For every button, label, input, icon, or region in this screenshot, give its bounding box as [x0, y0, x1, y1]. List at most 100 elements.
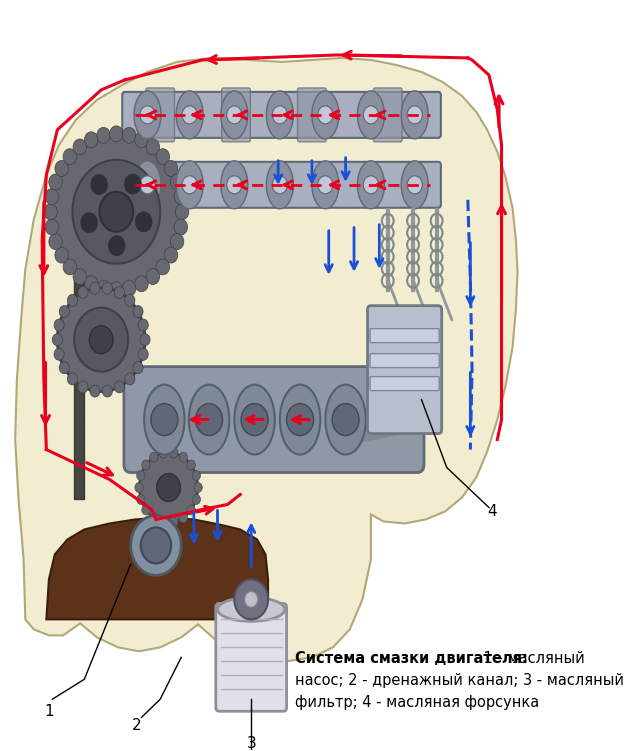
Circle shape: [159, 517, 167, 527]
Circle shape: [170, 234, 184, 249]
Circle shape: [109, 282, 123, 297]
Circle shape: [174, 189, 187, 204]
Circle shape: [179, 513, 187, 523]
Circle shape: [59, 362, 70, 374]
Circle shape: [138, 319, 148, 331]
Circle shape: [49, 174, 62, 190]
Circle shape: [108, 236, 125, 256]
Text: Система смазки двигателя:: Система смазки двигателя:: [295, 651, 528, 666]
Circle shape: [287, 403, 314, 436]
Text: 2: 2: [132, 718, 142, 733]
Circle shape: [149, 513, 158, 523]
Circle shape: [68, 373, 77, 385]
Circle shape: [156, 259, 169, 275]
Circle shape: [170, 174, 184, 190]
Circle shape: [97, 280, 110, 296]
Circle shape: [84, 276, 98, 291]
Circle shape: [80, 213, 98, 233]
Circle shape: [317, 106, 333, 124]
Circle shape: [187, 505, 195, 515]
Circle shape: [131, 515, 181, 575]
Circle shape: [44, 204, 57, 220]
FancyBboxPatch shape: [122, 92, 441, 138]
Ellipse shape: [176, 91, 203, 139]
Circle shape: [156, 149, 169, 164]
Text: 1 - масляный: 1 - масляный: [478, 651, 585, 666]
Circle shape: [227, 176, 242, 194]
Circle shape: [135, 212, 152, 232]
Circle shape: [179, 452, 187, 462]
Polygon shape: [46, 517, 268, 620]
Circle shape: [149, 452, 158, 462]
Ellipse shape: [267, 91, 293, 139]
Circle shape: [124, 174, 141, 194]
Circle shape: [74, 308, 128, 372]
Circle shape: [169, 517, 178, 527]
Text: насос; 2 - дренажный канал; 3 - масляный: насос; 2 - дренажный канал; 3 - масляный: [295, 674, 624, 689]
Ellipse shape: [221, 91, 248, 139]
Circle shape: [135, 482, 144, 493]
Ellipse shape: [144, 385, 185, 454]
Circle shape: [332, 403, 359, 436]
Ellipse shape: [176, 161, 203, 209]
FancyBboxPatch shape: [216, 603, 287, 711]
FancyBboxPatch shape: [368, 306, 442, 433]
Circle shape: [84, 132, 98, 148]
Circle shape: [59, 306, 70, 318]
Circle shape: [182, 176, 197, 194]
Circle shape: [140, 176, 155, 194]
Ellipse shape: [280, 385, 320, 454]
Circle shape: [227, 106, 242, 124]
Ellipse shape: [134, 91, 161, 139]
Circle shape: [174, 219, 187, 235]
Circle shape: [175, 204, 189, 220]
Ellipse shape: [267, 161, 293, 209]
Circle shape: [122, 280, 136, 296]
Circle shape: [137, 494, 145, 505]
Circle shape: [99, 192, 133, 232]
Circle shape: [114, 286, 124, 298]
Text: 4: 4: [488, 504, 497, 519]
FancyBboxPatch shape: [122, 161, 441, 208]
Circle shape: [407, 176, 422, 194]
Circle shape: [164, 247, 178, 263]
Circle shape: [138, 348, 148, 360]
Polygon shape: [15, 58, 518, 662]
Circle shape: [146, 139, 160, 155]
Circle shape: [156, 474, 180, 502]
Circle shape: [122, 128, 136, 143]
Circle shape: [78, 286, 88, 298]
Circle shape: [114, 381, 124, 393]
Circle shape: [49, 234, 62, 249]
Text: 3: 3: [246, 736, 256, 751]
Circle shape: [272, 176, 287, 194]
Ellipse shape: [312, 91, 339, 139]
Circle shape: [196, 403, 223, 436]
Circle shape: [141, 527, 171, 563]
Ellipse shape: [189, 385, 229, 454]
Circle shape: [63, 149, 77, 164]
Circle shape: [317, 176, 333, 194]
FancyBboxPatch shape: [222, 88, 251, 142]
FancyBboxPatch shape: [146, 88, 175, 142]
Circle shape: [164, 161, 178, 176]
Circle shape: [102, 385, 113, 397]
Circle shape: [55, 161, 68, 176]
FancyBboxPatch shape: [298, 88, 327, 142]
Circle shape: [125, 294, 135, 306]
Circle shape: [245, 591, 258, 608]
Ellipse shape: [401, 161, 428, 209]
Circle shape: [109, 126, 123, 142]
Circle shape: [363, 176, 379, 194]
Circle shape: [54, 319, 64, 331]
Ellipse shape: [312, 161, 339, 209]
Ellipse shape: [357, 91, 384, 139]
Circle shape: [133, 306, 143, 318]
Circle shape: [45, 219, 59, 235]
Ellipse shape: [401, 91, 428, 139]
Circle shape: [151, 403, 178, 436]
Circle shape: [187, 460, 195, 470]
Circle shape: [90, 385, 100, 397]
Circle shape: [192, 471, 200, 481]
Ellipse shape: [134, 161, 161, 209]
